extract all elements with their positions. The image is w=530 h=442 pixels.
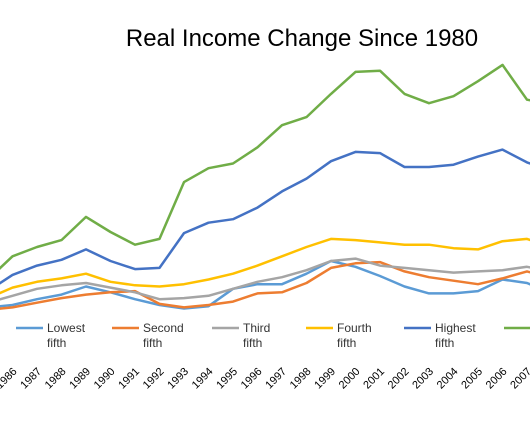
x-tick-label: 2006 bbox=[484, 366, 510, 392]
legend-label-3: Fourth fifth bbox=[337, 321, 372, 350]
legend: Lowest fifth Second fifth Third fifth Fourth fi… bbox=[16, 321, 530, 350]
x-tick-label: 1999 bbox=[312, 366, 338, 392]
x-tick-label: 2002 bbox=[386, 366, 412, 392]
series-line-3 bbox=[0, 237, 530, 295]
x-axis-tick-labels: 1985198619871988198919901991199219931994… bbox=[0, 366, 530, 392]
chart-title: Real Income Change Since 1980 bbox=[126, 25, 478, 52]
x-tick-label: 1996 bbox=[239, 366, 265, 392]
series-lines bbox=[0, 63, 530, 310]
x-tick-label: 2000 bbox=[337, 366, 363, 392]
legend-label-0: Lowest fifth bbox=[47, 321, 86, 350]
x-tick-label: 1992 bbox=[141, 366, 167, 392]
legend-label-2: Third fifth bbox=[243, 321, 270, 350]
series-line-1 bbox=[0, 260, 530, 310]
x-tick-label: 1986 bbox=[0, 366, 20, 392]
x-tick-label: 1994 bbox=[190, 366, 216, 392]
x-tick-label: 1995 bbox=[214, 366, 240, 392]
x-tick-label: 2004 bbox=[435, 366, 461, 392]
x-tick-label: 1998 bbox=[288, 366, 314, 392]
x-tick-label: 1991 bbox=[116, 366, 142, 392]
x-tick-label: 1993 bbox=[165, 366, 191, 392]
series-line-2 bbox=[0, 257, 530, 301]
legend-label-4: Highest fifth bbox=[435, 321, 476, 350]
x-tick-label: 1997 bbox=[263, 366, 289, 392]
x-tick-label: 2005 bbox=[459, 366, 485, 392]
x-tick-label: 2007 bbox=[508, 366, 530, 392]
x-tick-label: 2003 bbox=[410, 366, 436, 392]
x-tick-label: 1988 bbox=[43, 366, 69, 392]
series-line-0 bbox=[0, 259, 530, 310]
x-tick-label: 1990 bbox=[92, 366, 118, 392]
x-tick-label: 1987 bbox=[18, 366, 44, 392]
x-tick-label: 1989 bbox=[67, 366, 93, 392]
legend-label-1: Second fifth bbox=[143, 321, 184, 350]
series-line-5 bbox=[0, 63, 530, 270]
x-tick-label: 2001 bbox=[361, 366, 387, 392]
series-line-4 bbox=[0, 148, 530, 285]
